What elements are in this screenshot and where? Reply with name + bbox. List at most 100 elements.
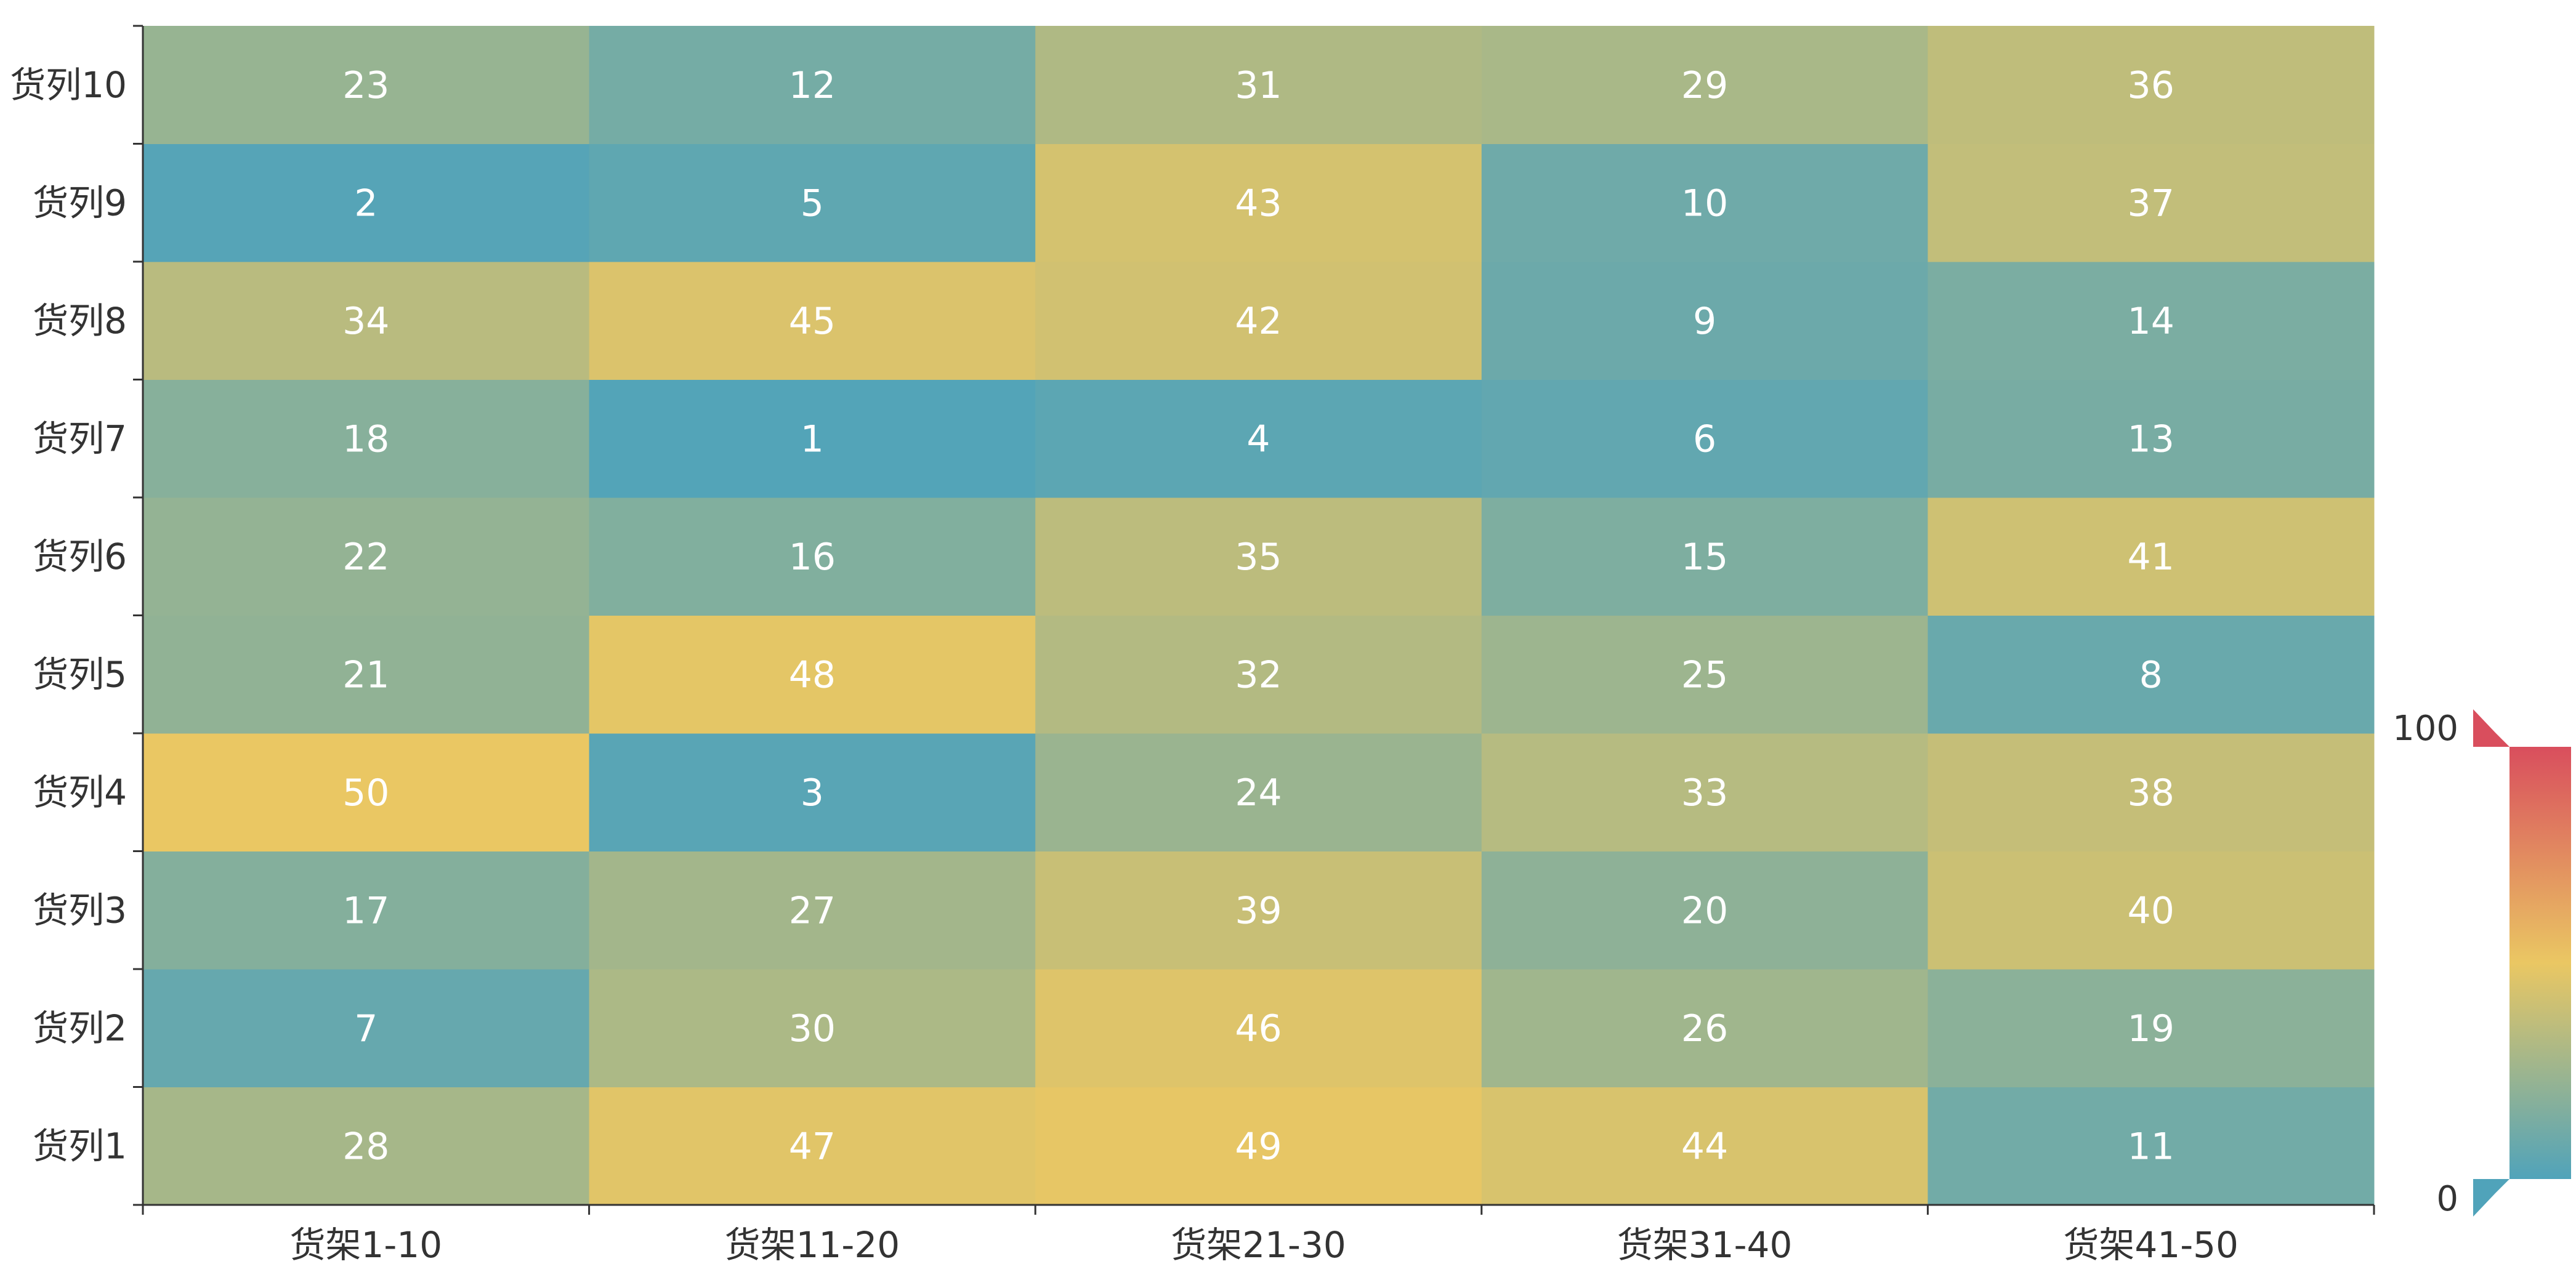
x-axis-tick-label: 货架41-50	[2063, 1224, 2239, 1266]
x-axis-tick-label: 货架1-10	[289, 1224, 442, 1266]
heatmap-cell[interactable]	[1035, 733, 1482, 851]
heatmap-cell[interactable]	[143, 497, 590, 616]
heatmap-cell[interactable]	[143, 262, 590, 380]
cell-value-label: 34	[342, 300, 389, 343]
heatmap-cell[interactable]	[1928, 262, 2375, 380]
cell-value-label: 43	[1235, 182, 1282, 225]
cell-value-label: 14	[2128, 300, 2174, 343]
heatmap-cells	[143, 26, 2375, 1205]
cell-value-label: 31	[1235, 64, 1282, 107]
heatmap-cell[interactable]	[589, 615, 1036, 734]
heatmap-cell[interactable]	[1481, 851, 1928, 970]
heatmap-cell[interactable]	[143, 969, 590, 1087]
x-axis-tick-label: 货架31-40	[1617, 1224, 1793, 1266]
y-axis-tick-label: 货列7	[33, 417, 127, 459]
heatmap-cell[interactable]	[1035, 615, 1482, 734]
heatmap-cell[interactable]	[1481, 615, 1928, 734]
visual-map-min-label: 0	[2436, 1179, 2458, 1219]
heatmap-cell[interactable]	[589, 1087, 1036, 1205]
y-axis-tick-label: 货列10	[10, 64, 127, 106]
cell-value-label: 12	[789, 64, 836, 107]
heatmap-cell[interactable]	[589, 497, 1036, 616]
cell-value-label: 6	[1693, 417, 1716, 461]
heatmap-cell[interactable]	[1035, 497, 1482, 616]
visual-map[interactable]: 100 0	[2392, 709, 2571, 1219]
heatmap-cell[interactable]	[1035, 969, 1482, 1087]
heatmap-cell[interactable]	[1481, 969, 1928, 1087]
y-axis-tick-label: 货列3	[33, 889, 127, 931]
heatmap-cell[interactable]	[1481, 733, 1928, 851]
cell-value-label: 21	[342, 653, 389, 696]
cell-value-label: 7	[354, 1007, 378, 1050]
heatmap-cell[interactable]	[143, 733, 590, 851]
heatmap-cell[interactable]	[1928, 733, 2375, 851]
axes	[133, 25, 2375, 1215]
heatmap-cell[interactable]	[143, 615, 590, 734]
heatmap-cell[interactable]	[143, 379, 590, 498]
cell-value-label: 2	[354, 182, 378, 225]
heatmap-cell[interactable]	[1928, 615, 2375, 734]
cell-value-label: 45	[789, 300, 836, 343]
cell-value-label: 29	[1681, 64, 1728, 107]
heatmap-cell[interactable]	[589, 733, 1036, 851]
visual-map-min-handle[interactable]	[2473, 1179, 2509, 1217]
y-axis-tick-label: 货列4	[33, 771, 127, 813]
heatmap-cell[interactable]	[1928, 497, 2375, 616]
y-axis-tick-label: 货列8	[33, 300, 127, 342]
cell-value-label: 30	[789, 1007, 836, 1050]
cell-value-label: 40	[2128, 889, 2174, 932]
heatmap-cell[interactable]	[589, 143, 1036, 262]
visual-map-max-label: 100	[2392, 709, 2458, 749]
heatmap-cell[interactable]	[143, 143, 590, 262]
cell-value-label: 48	[789, 653, 836, 696]
cell-value-label: 26	[1681, 1007, 1728, 1050]
x-axis-labels: 货架1-10 货架11-20 货架21-30 货架31-40 货架41-50	[289, 1224, 2238, 1266]
heatmap-cell[interactable]	[1928, 143, 2375, 262]
heatmap-cell[interactable]	[1928, 969, 2375, 1087]
heatmap-cell[interactable]	[1481, 1087, 1928, 1205]
cell-value-label: 41	[2128, 536, 2174, 579]
cell-value-label: 38	[2128, 771, 2174, 815]
heatmap-cell[interactable]	[1035, 379, 1482, 498]
heatmap-cell[interactable]	[143, 851, 590, 970]
heatmap-cell[interactable]	[1928, 26, 2375, 144]
heatmap-cell[interactable]	[1481, 262, 1928, 380]
heatmap-cell[interactable]	[1035, 26, 1482, 144]
heatmap-cell[interactable]	[1928, 379, 2375, 498]
heatmap-cell[interactable]	[1481, 143, 1928, 262]
x-axis-tick-label: 货架21-30	[1171, 1224, 1346, 1266]
heatmap-cell[interactable]	[589, 969, 1036, 1087]
heatmap-cell[interactable]	[1481, 26, 1928, 144]
cell-value-label: 23	[342, 64, 389, 107]
heatmap-cell[interactable]	[1481, 379, 1928, 498]
heatmap-cell[interactable]	[589, 851, 1036, 970]
cell-value-label: 16	[789, 536, 836, 579]
heatmap-cell[interactable]	[1035, 262, 1482, 380]
cell-value-label: 13	[2128, 417, 2174, 461]
heatmap-cell[interactable]	[1035, 851, 1482, 970]
heatmap-cell[interactable]	[1928, 1087, 2375, 1205]
cell-value-label: 33	[1681, 771, 1728, 815]
heatmap-cell[interactable]	[589, 26, 1036, 144]
heatmap-cell[interactable]	[1481, 497, 1928, 616]
visual-map-max-handle[interactable]	[2473, 709, 2509, 747]
cell-value-label: 24	[1235, 771, 1282, 815]
cell-value-label: 15	[1681, 536, 1728, 579]
heatmap-cell[interactable]	[589, 379, 1036, 498]
heatmap-cell[interactable]	[143, 26, 590, 144]
cell-value-label: 18	[342, 417, 389, 461]
cell-value-label: 39	[1235, 889, 1282, 932]
y-axis-tick-label: 货列1	[33, 1125, 127, 1167]
cell-value-label: 46	[1235, 1007, 1282, 1050]
heatmap-cell[interactable]	[1035, 143, 1482, 262]
cell-value-label: 11	[2128, 1125, 2174, 1168]
heatmap-cell[interactable]	[589, 262, 1036, 380]
cell-value-label: 36	[2128, 64, 2174, 107]
heatmap-cell[interactable]	[143, 1087, 590, 1205]
heatmap-cell[interactable]	[1928, 851, 2375, 970]
cell-value-label: 17	[342, 889, 389, 932]
heatmap-cell[interactable]	[1035, 1087, 1482, 1205]
visual-map-gradient-bar[interactable]	[2509, 747, 2571, 1179]
